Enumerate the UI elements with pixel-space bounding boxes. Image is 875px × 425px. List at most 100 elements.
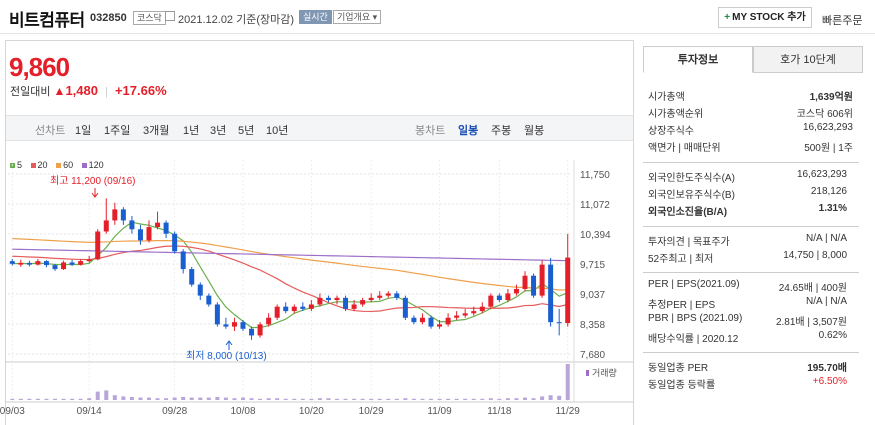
x-tick-label: 09/03 xyxy=(0,406,25,417)
candle xyxy=(35,261,41,265)
volume-bar xyxy=(300,398,305,400)
candle xyxy=(26,262,32,265)
candle xyxy=(274,306,280,318)
volume-bar xyxy=(44,398,49,400)
volume-bar xyxy=(78,398,83,400)
fast-order-button[interactable]: 빠른주문 xyxy=(822,15,863,27)
info-section-1: 시가총액 1,639억원 시가총액순위 코스닥 606위 상장주식수 16,623,293… xyxy=(643,86,865,154)
info-value: 218,126 xyxy=(810,186,847,197)
volume-bar xyxy=(215,397,220,400)
volume-bar xyxy=(232,398,237,400)
candle-monthly[interactable]: 월봉 xyxy=(524,125,545,137)
x-tick-label: 10/08 xyxy=(230,406,255,417)
volume-bar xyxy=(429,398,433,400)
quote-date: 2021.12.02 기준(장마감) xyxy=(178,14,295,26)
info-key: 외국인보유주식수(B) xyxy=(648,190,735,201)
info-section-3: 투자의견 | 목표주가 N/A | N/A 52주최고 | 최저 14,750 | 8… xyxy=(643,226,859,265)
period-1d[interactable]: 1일 xyxy=(75,125,92,137)
y-tick-label: 10,394 xyxy=(580,230,611,241)
line-chart-label: 선차트 xyxy=(35,125,66,137)
period-5y[interactable]: 5년 xyxy=(238,125,255,137)
info-key: 52주최고 | 최저 xyxy=(648,254,714,265)
info-row: 시가총액 1,639억원 xyxy=(643,86,865,103)
volume-bar xyxy=(360,398,365,400)
info-row: 시가총액순위 코스닥 606위 xyxy=(643,103,865,120)
volume-bar xyxy=(317,398,322,400)
candle xyxy=(411,317,417,323)
candle xyxy=(240,322,246,329)
ma-line-5 xyxy=(12,221,568,329)
up-triangle-icon: ▲ xyxy=(53,84,66,98)
period-bar: 선차트 1일 1주일 3개월 1년 3년 5년 10년 봉차트 일봉 주봉 월봉 xyxy=(6,115,633,141)
info-row: 외국인소진율(B/A) 1.31% xyxy=(643,201,859,218)
stock-header: 비트컴퓨터 032850 코스닥 2021.12.02 기준(장마감) 실시간 … xyxy=(0,0,875,34)
realtime-button[interactable]: 실시간 xyxy=(299,10,332,24)
x-tick-label: 09/14 xyxy=(77,406,102,417)
candle xyxy=(531,275,537,296)
info-value: 16,623,293 xyxy=(796,169,847,180)
x-tick-label: 09/28 xyxy=(162,406,187,417)
info-key: 추정PER | EPS xyxy=(648,300,716,311)
candle xyxy=(78,261,84,265)
ma-legend-20: 20 xyxy=(30,160,48,170)
info-row: 상장주식수 16,623,293 xyxy=(643,120,865,137)
candle xyxy=(496,295,502,301)
info-value: 24.65배 | 400원 xyxy=(778,283,847,294)
volume-bar xyxy=(189,397,194,400)
info-section-5: 동일업종 PER 195.70배 동일업종 등락률 +6.50% xyxy=(643,352,859,391)
company-overview-dropdown[interactable]: 기업개요 ▾ xyxy=(333,10,382,24)
candle xyxy=(522,275,528,289)
candlestick-chart[interactable]: 11,750 11,072 10,394 9,715 9,037 8,358 7,680 09… xyxy=(0,140,634,425)
volume-bar xyxy=(164,398,169,400)
candle xyxy=(283,306,289,312)
period-10y[interactable]: 10년 xyxy=(266,125,289,137)
candle-daily[interactable]: 일봉 xyxy=(458,125,479,137)
stock-name: 비트컴퓨터 xyxy=(9,11,85,30)
ma-legend-60: 60 xyxy=(56,160,73,170)
plus-icon: + xyxy=(724,12,731,23)
candle xyxy=(377,295,383,298)
high-arrow-icon xyxy=(91,188,99,198)
ma-legend-120: 120 xyxy=(81,160,104,170)
info-key: PER | EPS(2021.09) xyxy=(648,279,740,290)
market-badge: 코스닥 xyxy=(133,11,166,25)
volume-bar xyxy=(437,398,442,400)
volume-bar xyxy=(275,398,280,400)
candle xyxy=(325,297,331,301)
info-key: 외국인한도주식수(A) xyxy=(648,173,735,184)
x-tick-label: 11/09 xyxy=(427,406,452,417)
info-row: 동일업종 등락률 +6.50% xyxy=(643,374,859,391)
volume-bar xyxy=(95,391,100,400)
candle xyxy=(189,269,195,285)
info-key: 동일업종 등락률 xyxy=(648,380,716,391)
info-key: 배당수익률 | 2020.12 xyxy=(648,334,739,345)
volume-bar xyxy=(155,398,160,400)
candle xyxy=(334,297,340,301)
candle xyxy=(61,262,67,270)
period-1y[interactable]: 1년 xyxy=(183,125,200,137)
x-tick-label: 11/29 xyxy=(556,406,581,417)
y-tick-label: 11,750 xyxy=(580,170,610,181)
volume-legend-swatch xyxy=(586,370,589,376)
info-value: 2.81배 | 3,507원 xyxy=(775,317,847,328)
add-my-stock-button[interactable]: + MY STOCK 추가 xyxy=(718,7,812,28)
low-annotation: 최저 8,000 (10/13) xyxy=(186,350,267,362)
candle xyxy=(437,324,443,327)
period-3m[interactable]: 3개월 xyxy=(143,125,170,137)
info-row: PBR | BPS (2021.09) 2.81배 | 3,507원 xyxy=(643,311,859,328)
period-3y[interactable]: 3년 xyxy=(210,125,227,137)
candle-weekly[interactable]: 주봉 xyxy=(491,125,512,137)
volume-bar xyxy=(454,398,459,400)
tab-invest-info[interactable]: 투자정보 xyxy=(643,46,753,73)
info-value: N/A | N/A xyxy=(806,296,847,307)
info-row: 액면가 | 매매단위 500원 | 1주 xyxy=(643,137,865,154)
volume-bar xyxy=(480,398,485,400)
volume-bar xyxy=(335,398,339,400)
volume-bar xyxy=(540,396,545,400)
y-tick-label: 11,072 xyxy=(580,200,610,211)
period-1w[interactable]: 1주일 xyxy=(104,125,131,137)
tab-orderbook[interactable]: 호가 10단계 xyxy=(753,46,863,73)
volume-bar xyxy=(172,397,177,400)
candle xyxy=(368,297,374,301)
volume-bar xyxy=(471,398,476,400)
